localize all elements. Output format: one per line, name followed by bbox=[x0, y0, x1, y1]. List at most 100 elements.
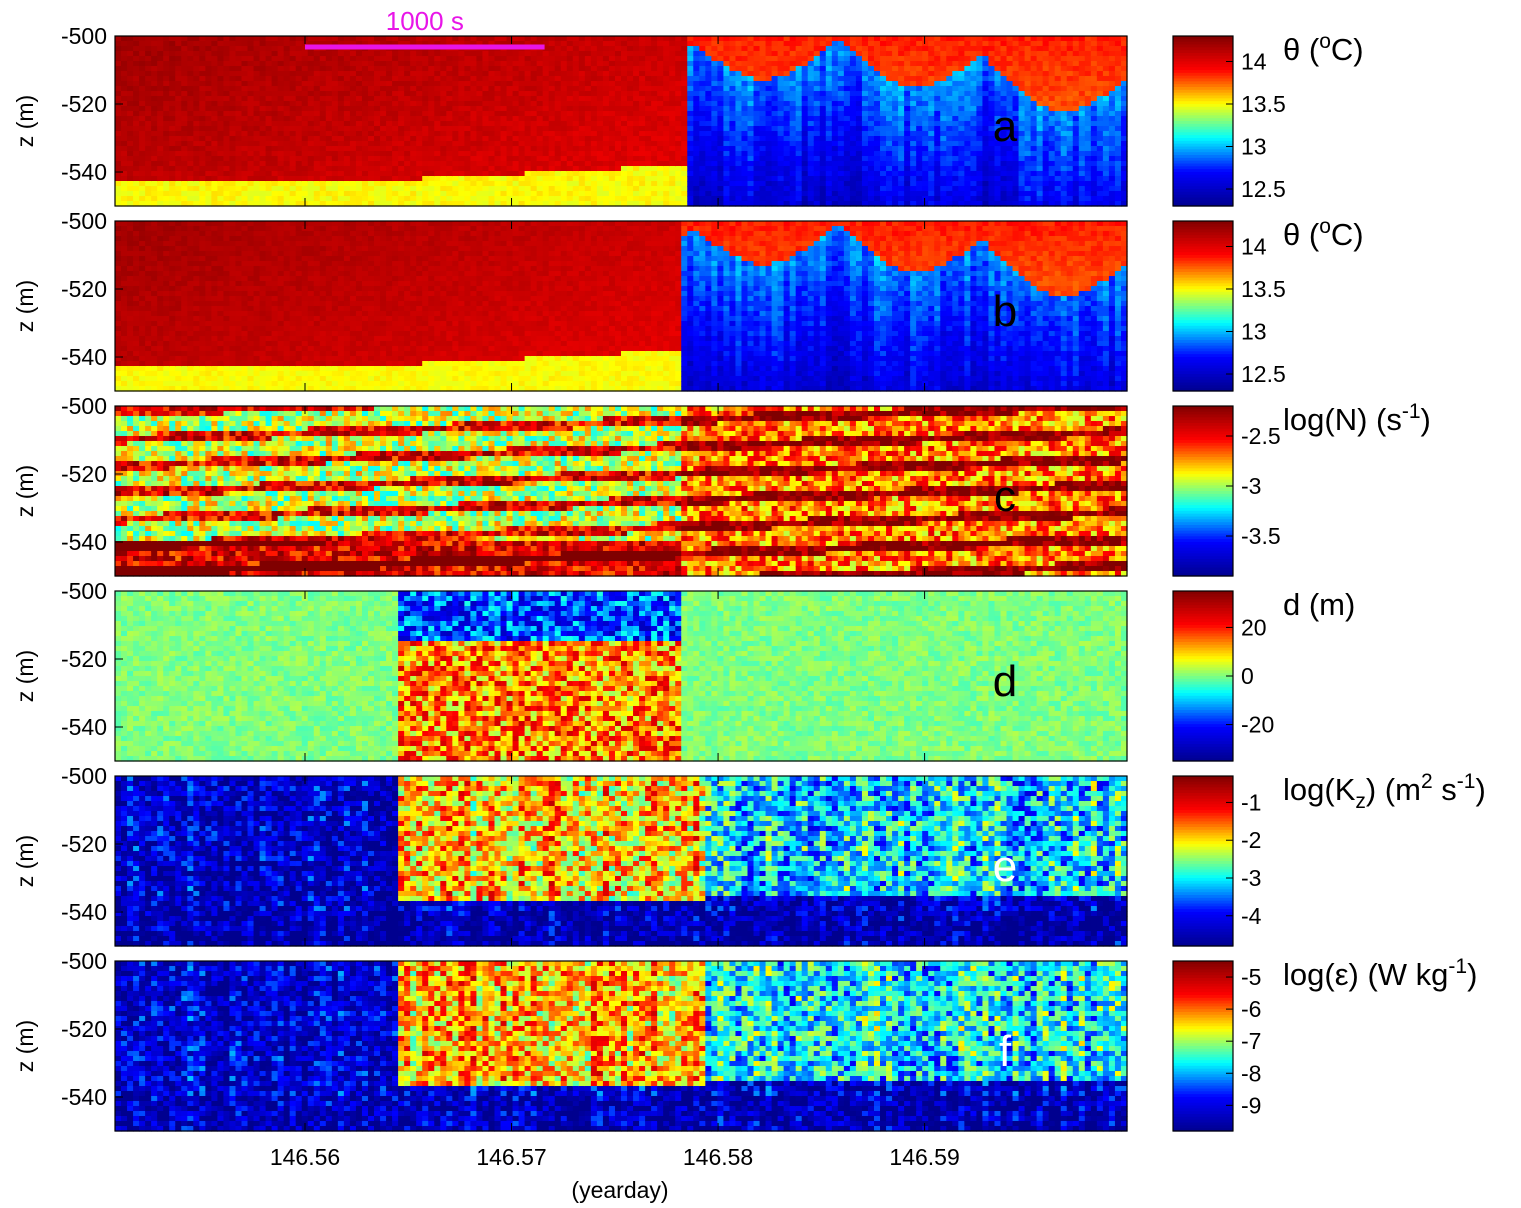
heat-cell bbox=[332, 181, 339, 187]
heat-cell bbox=[507, 56, 514, 62]
heat-cell bbox=[597, 161, 604, 167]
heat-cell bbox=[615, 81, 622, 87]
heat-cell bbox=[446, 146, 453, 152]
heat-cell bbox=[344, 106, 351, 112]
heat-cell bbox=[507, 101, 514, 107]
heat-cell bbox=[513, 186, 520, 192]
heat-cell bbox=[326, 96, 333, 102]
heat-cell bbox=[543, 86, 550, 92]
heat-cell bbox=[826, 176, 833, 182]
heat-cell bbox=[488, 181, 495, 187]
heat-cell bbox=[808, 51, 815, 57]
heat-cell bbox=[832, 66, 839, 72]
heat-cell bbox=[675, 196, 682, 202]
heat-cell bbox=[754, 121, 761, 127]
heat-cell bbox=[121, 146, 128, 152]
heat-cell bbox=[735, 41, 742, 47]
heat-cell bbox=[814, 56, 821, 62]
heat-cell bbox=[464, 151, 471, 157]
heat-cell bbox=[260, 56, 267, 62]
heat-cell bbox=[392, 66, 399, 72]
heat-cell bbox=[808, 56, 815, 62]
heat-cell bbox=[699, 126, 706, 132]
heat-cell bbox=[778, 96, 785, 102]
heat-cell bbox=[217, 191, 224, 197]
heat-cell bbox=[513, 156, 520, 162]
heat-cell bbox=[567, 126, 574, 132]
heat-cell bbox=[669, 56, 676, 62]
heat-cell bbox=[663, 96, 670, 102]
heat-cell bbox=[223, 91, 230, 97]
heat-cell bbox=[705, 196, 712, 202]
heat-cell bbox=[284, 136, 291, 142]
heat-cell bbox=[284, 91, 291, 97]
heat-cell bbox=[248, 126, 255, 132]
heat-cell bbox=[597, 156, 604, 162]
heat-cell bbox=[121, 191, 128, 197]
heat-cell bbox=[814, 191, 821, 197]
heat-cell bbox=[808, 136, 815, 142]
heat-cell bbox=[229, 101, 236, 107]
heat-cell bbox=[223, 66, 230, 72]
heat-cell bbox=[555, 81, 562, 87]
heat-cell bbox=[681, 106, 688, 112]
heat-cell bbox=[398, 111, 405, 117]
heat-cell bbox=[543, 71, 550, 77]
heat-cell bbox=[754, 136, 761, 142]
heat-cell bbox=[488, 171, 495, 177]
heat-cell bbox=[332, 186, 339, 192]
heat-cell bbox=[410, 76, 417, 82]
heat-cell bbox=[199, 56, 206, 62]
heat-cell bbox=[597, 46, 604, 52]
heat-cell bbox=[675, 106, 682, 112]
heat-cell bbox=[121, 151, 128, 157]
heat-cell bbox=[211, 176, 218, 182]
heat-cell bbox=[344, 51, 351, 57]
heat-cell bbox=[705, 166, 712, 172]
heat-cell bbox=[464, 71, 471, 77]
heat-cell bbox=[344, 76, 351, 82]
heat-cell bbox=[663, 111, 670, 117]
heat-cell bbox=[729, 61, 736, 67]
heat-cell bbox=[488, 106, 495, 112]
heat-cell bbox=[278, 96, 285, 102]
heat-cell bbox=[681, 121, 688, 127]
heat-cell bbox=[344, 116, 351, 122]
heat-cell bbox=[663, 131, 670, 137]
heat-cell bbox=[609, 146, 616, 152]
heat-cell bbox=[832, 146, 839, 152]
heat-cell bbox=[362, 136, 369, 142]
heat-cell bbox=[163, 126, 170, 132]
heat-cell bbox=[392, 96, 399, 102]
heat-cell bbox=[711, 91, 718, 97]
heat-cell bbox=[163, 106, 170, 112]
heat-cell bbox=[338, 96, 345, 102]
heat-cell bbox=[693, 141, 700, 147]
heat-cell bbox=[308, 71, 315, 77]
heat-cell bbox=[735, 71, 742, 77]
heat-cell bbox=[657, 36, 664, 42]
heat-cell bbox=[332, 156, 339, 162]
heat-cell bbox=[290, 101, 297, 107]
heat-cell bbox=[621, 171, 628, 177]
heat-cell bbox=[254, 101, 261, 107]
heat-cell bbox=[525, 186, 532, 192]
heat-cell bbox=[729, 191, 736, 197]
heat-cell bbox=[308, 136, 315, 142]
heat-cell bbox=[205, 121, 212, 127]
heat-cell bbox=[458, 86, 465, 92]
heat-cell bbox=[302, 126, 309, 132]
heat-cell bbox=[820, 61, 827, 67]
heat-cell bbox=[151, 181, 158, 187]
heat-cell bbox=[645, 111, 652, 117]
heat-cell bbox=[193, 61, 200, 67]
heat-cell bbox=[320, 106, 327, 112]
heat-cell bbox=[422, 51, 429, 57]
heat-cell bbox=[760, 161, 767, 167]
heat-cell bbox=[392, 181, 399, 187]
heat-cell bbox=[332, 131, 339, 137]
heat-cell bbox=[464, 141, 471, 147]
heat-cell bbox=[639, 136, 646, 142]
heat-cell bbox=[458, 171, 465, 177]
heat-cell bbox=[651, 66, 658, 72]
